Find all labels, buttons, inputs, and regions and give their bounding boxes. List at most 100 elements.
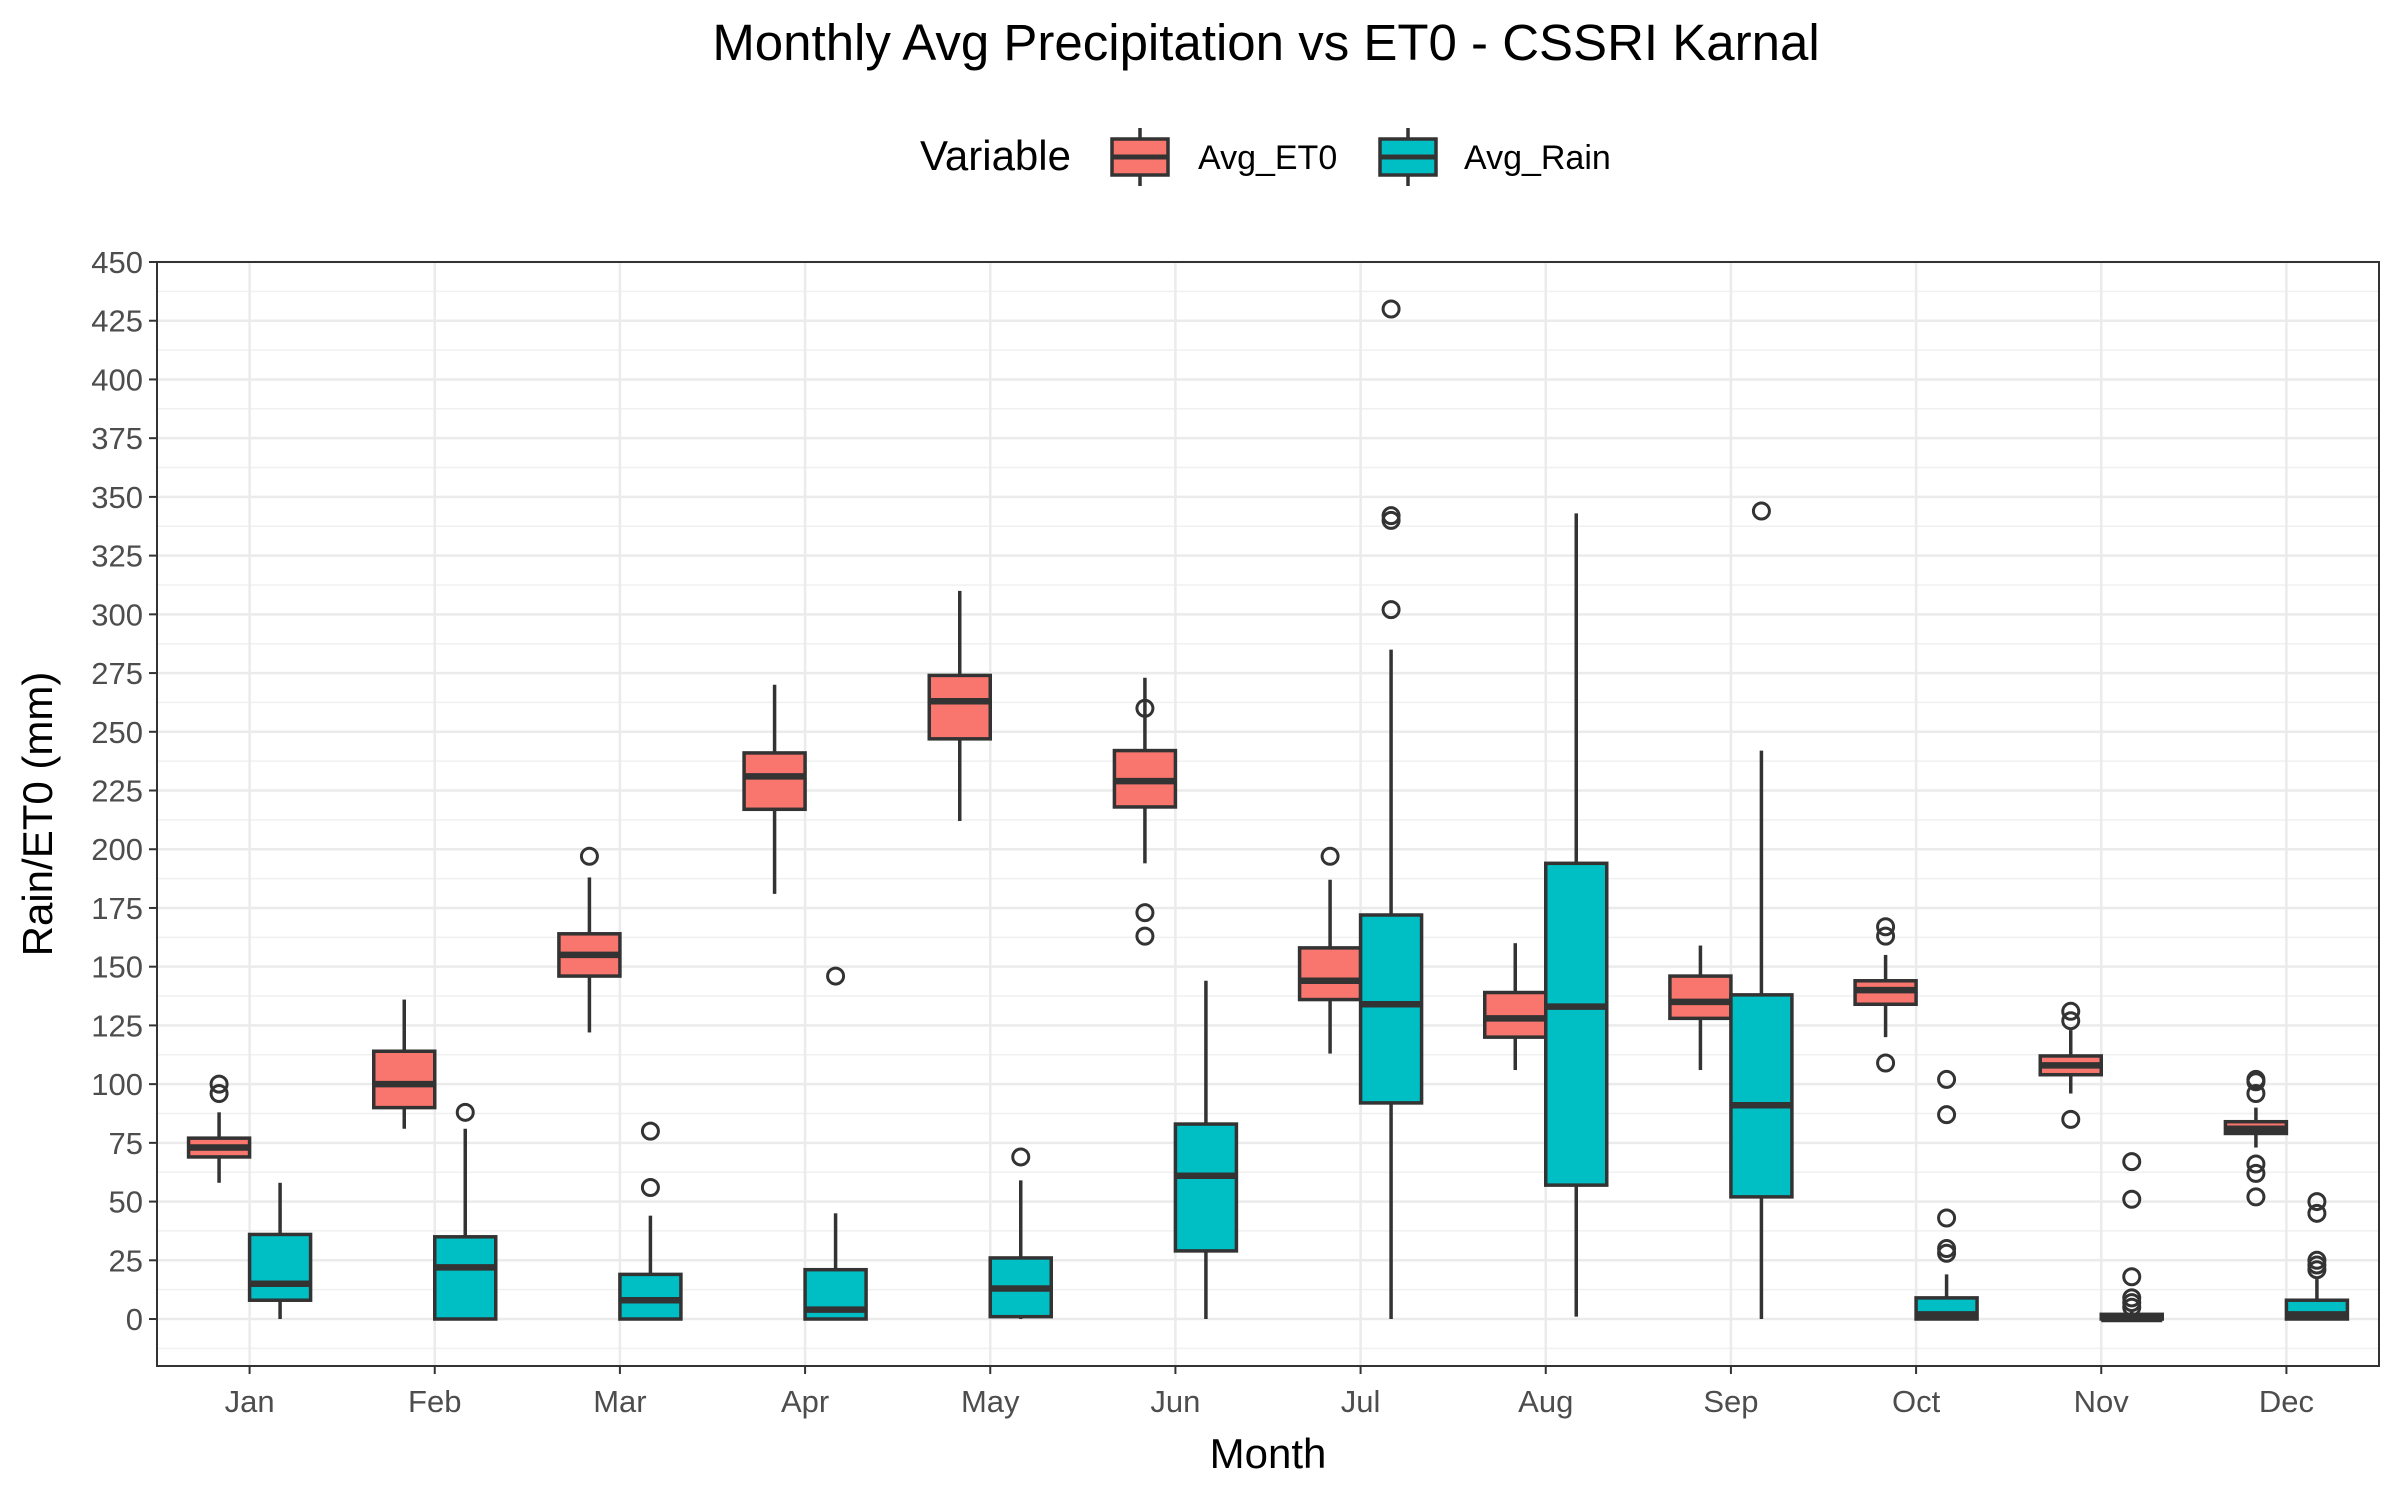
outlier-point [2122, 1288, 2142, 1308]
box-iqr [618, 1272, 683, 1321]
outlier-point [1381, 600, 1401, 620]
outlier-point [826, 966, 846, 986]
box-Avg_Rain-Sep [1729, 501, 1794, 1320]
x-tick-label: Jan [225, 1384, 275, 1419]
boxes [186, 299, 2350, 1323]
legend-label: Avg_Rain [1464, 139, 1611, 177]
outlier-point [1381, 506, 1401, 526]
box-iqr [1483, 990, 1548, 1039]
box-iqr [1729, 993, 1794, 1199]
outlier-point [209, 1074, 229, 1094]
x-tick-label: Dec [2259, 1384, 2314, 1419]
x-tick-label: May [961, 1384, 1020, 1419]
box-iqr [927, 673, 992, 741]
outlier-point [2122, 1267, 2142, 1287]
box-iqr [1297, 946, 1363, 1002]
outlier-point [2061, 1001, 2081, 1021]
outlier-point [1876, 917, 1896, 937]
outlier-point [1937, 1069, 1957, 1089]
y-tick-label: 100 [91, 1067, 143, 1102]
box-Avg_ET0-May [927, 590, 992, 822]
legend-item-Avg_Rain: Avg_Rain [1378, 128, 1611, 186]
box-Avg_Rain-May [988, 1147, 1053, 1320]
axes: 0 25 50 75 100 125 150 175 200 225 250 275 300 325 350… [91, 245, 2314, 1419]
box-Avg_Rain-Dec [2284, 1192, 2350, 1321]
box-Avg_Rain-Feb [433, 1102, 498, 1321]
box-iqr [433, 1235, 498, 1321]
box-Avg_Rain-Nov [2099, 1152, 2164, 1323]
outlier-point [2061, 1011, 2081, 1031]
box-iqr [1544, 861, 1609, 1187]
y-tick-label: 375 [91, 421, 143, 456]
y-tick-label: 400 [91, 362, 143, 397]
outlier-point [2246, 1069, 2266, 1089]
outlier-point [1381, 299, 1401, 319]
outlier-point [1751, 501, 1771, 521]
box-Avg_ET0-Dec [2223, 1069, 2289, 1207]
outlier-point [2061, 1109, 2081, 1129]
box-Avg_ET0-Sep [1668, 945, 1733, 1071]
box-Avg_Rain-Aug [1544, 513, 1609, 1317]
y-tick-label: 425 [91, 304, 143, 339]
y-tick-label: 225 [91, 774, 143, 809]
chart-title: Monthly Avg Precipitation vs ET0 - CSSRI… [712, 14, 1819, 71]
box-Avg_Rain-Jul [1358, 299, 1424, 1320]
outlier-point [2246, 1187, 2266, 1207]
legend-item-Avg_ET0: Avg_ET0 [1110, 128, 1337, 186]
outlier-point [209, 1084, 229, 1104]
grid [157, 260, 2379, 1366]
x-tick-label: Apr [781, 1384, 829, 1419]
box-Avg_Rain-Mar [618, 1121, 683, 1321]
x-axis-title: Month [1210, 1430, 1327, 1477]
outlier-point [1135, 926, 1155, 946]
panel-border [156, 261, 2380, 1367]
outlier-point [2307, 1203, 2327, 1223]
x-tick-label: Jul [1341, 1384, 1381, 1419]
box-Avg_Rain-Jun [1173, 980, 1239, 1320]
y-tick-label: 50 [109, 1185, 143, 1220]
y-tick-label: 25 [109, 1243, 143, 1278]
y-tick-label: 150 [91, 950, 143, 985]
outlier-point [1937, 1105, 1957, 1125]
y-tick-label: 200 [91, 832, 143, 867]
outlier-point [455, 1102, 475, 1122]
box-Avg_ET0-Oct [1853, 917, 1918, 1073]
outlier-point [1135, 903, 1155, 923]
outlier-point [2307, 1192, 2327, 1212]
outlier-point [640, 1177, 660, 1197]
outlier-point [2246, 1163, 2266, 1183]
box-Avg_ET0-Nov [2038, 1001, 2103, 1129]
outlier-point [579, 846, 599, 866]
box-iqr [247, 1232, 313, 1302]
outlier-point [2307, 1250, 2327, 1270]
box-iqr [372, 1049, 437, 1110]
box-iqr [1668, 974, 1733, 1021]
outlier-point [2246, 1154, 2266, 1174]
x-tick-label: Mar [593, 1384, 646, 1419]
x-tick-label: Jun [1150, 1384, 1200, 1419]
box-Avg_Rain-Jan [247, 1182, 313, 1320]
box-Avg_ET0-Apr [742, 684, 807, 894]
box-Avg_ET0-Feb [372, 999, 437, 1129]
box-Avg_ET0-Aug [1483, 943, 1548, 1071]
x-tick-label: Nov [2074, 1384, 2130, 1419]
x-tick-label: Oct [1892, 1384, 1941, 1419]
outlier-point [2246, 1084, 2266, 1104]
y-tick-label: 175 [91, 891, 143, 926]
outlier-point [1937, 1208, 1957, 1228]
y-tick-label: 0 [126, 1302, 143, 1337]
y-tick-label: 300 [91, 597, 143, 632]
x-tick-label: Sep [1703, 1384, 1758, 1419]
y-tick-label: 350 [91, 480, 143, 515]
y-tick-label: 275 [91, 656, 143, 691]
outlier-point [640, 1121, 660, 1141]
y-tick-label: 250 [91, 715, 143, 750]
box-Avg_ET0-Jan [186, 1074, 252, 1183]
y-tick-label: 125 [91, 1008, 143, 1043]
box-Avg_Rain-Apr [803, 966, 868, 1321]
box-iqr [1358, 913, 1424, 1105]
outlier-point [1011, 1147, 1031, 1167]
outlier-point [1135, 698, 1155, 718]
box-Avg_ET0-Jul [1297, 846, 1363, 1054]
